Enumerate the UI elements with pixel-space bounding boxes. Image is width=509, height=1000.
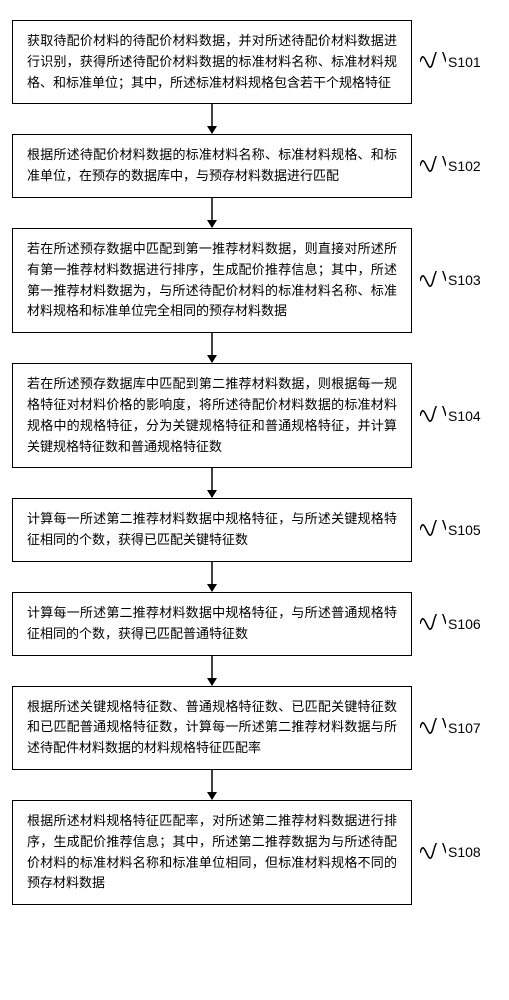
connector-squiggle (420, 156, 446, 176)
flow-node-s102: 根据所述待配价材料数据的标准材料名称、标准材料规格、和标准单位，在预存的数据库中… (12, 134, 412, 198)
flow-node-s101: 获取待配价材料的待配价材料数据，并对所述待配价材料数据进行识别，获得所述待配价材… (12, 20, 412, 104)
step-label: S106 (448, 613, 481, 635)
flow-node-s104: 若在所述预存数据库中匹配到第二推荐材料数据，则根据每一规格特征对材料价格的影响度… (12, 363, 412, 468)
step-label-col: S107 (420, 717, 497, 739)
step-label-col: S106 (420, 613, 497, 635)
connector-arrow (202, 770, 222, 800)
connector (12, 468, 412, 498)
flow-node-s107: 根据所述关键规格特征数、普通规格特征数、已匹配关键特征数和已匹配普通规格特征数，… (12, 686, 412, 770)
connector (12, 562, 412, 592)
connector (12, 656, 412, 686)
step-label: S107 (448, 717, 481, 739)
connector-squiggle (420, 271, 446, 291)
connector (12, 333, 412, 363)
flow-row: 根据所述材料规格特征匹配率，对所述第二推荐材料数据进行排序，生成配价推荐信息；其… (12, 800, 497, 905)
step-label: S103 (448, 269, 481, 291)
step-label: S102 (448, 155, 481, 177)
step-label-col: S102 (420, 155, 497, 177)
flow-node-s105: 计算每一所述第二推荐材料数据中规格特征，与所述关键规格特征相同的个数，获得已匹配… (12, 498, 412, 562)
connector-arrow (202, 468, 222, 498)
connector-squiggle (420, 614, 446, 634)
step-label-col: S108 (420, 841, 497, 863)
connector-squiggle (420, 52, 446, 72)
connector-squiggle (420, 406, 446, 426)
step-label-col: S103 (420, 269, 497, 291)
flow-row: 获取待配价材料的待配价材料数据，并对所述待配价材料数据进行识别，获得所述待配价材… (12, 20, 497, 104)
step-label: S104 (448, 405, 481, 427)
step-label-col: S104 (420, 405, 497, 427)
flow-row: 根据所述待配价材料数据的标准材料名称、标准材料规格、和标准单位，在预存的数据库中… (12, 134, 497, 198)
step-label: S101 (448, 51, 481, 73)
flow-node-s103: 若在所述预存数据中匹配到第一推荐材料数据，则直接对所述所有第一推荐材料数据进行排… (12, 228, 412, 333)
connector-arrow (202, 198, 222, 228)
connector-squiggle (420, 520, 446, 540)
flow-row: 若在所述预存数据库中匹配到第二推荐材料数据，则根据每一规格特征对材料价格的影响度… (12, 363, 497, 468)
connector-arrow (202, 656, 222, 686)
connector (12, 770, 412, 800)
flow-node-s108: 根据所述材料规格特征匹配率，对所述第二推荐材料数据进行排序，生成配价推荐信息；其… (12, 800, 412, 905)
connector (12, 198, 412, 228)
flow-row: 计算每一所述第二推荐材料数据中规格特征，与所述普通规格特征相同的个数，获得已匹配… (12, 592, 497, 656)
connector (12, 104, 412, 134)
step-label: S105 (448, 519, 481, 541)
step-label: S108 (448, 841, 481, 863)
connector-squiggle (420, 718, 446, 738)
connector-squiggle (420, 843, 446, 863)
connector-arrow (202, 104, 222, 134)
flow-node-s106: 计算每一所述第二推荐材料数据中规格特征，与所述普通规格特征相同的个数，获得已匹配… (12, 592, 412, 656)
flow-row: 若在所述预存数据中匹配到第一推荐材料数据，则直接对所述所有第一推荐材料数据进行排… (12, 228, 497, 333)
step-label-col: S101 (420, 51, 497, 73)
flowchart-root: 获取待配价材料的待配价材料数据，并对所述待配价材料数据进行识别，获得所述待配价材… (0, 0, 509, 925)
connector-arrow (202, 333, 222, 363)
flow-row: 根据所述关键规格特征数、普通规格特征数、已匹配关键特征数和已匹配普通规格特征数，… (12, 686, 497, 770)
flow-row: 计算每一所述第二推荐材料数据中规格特征，与所述关键规格特征相同的个数，获得已匹配… (12, 498, 497, 562)
step-label-col: S105 (420, 519, 497, 541)
connector-arrow (202, 562, 222, 592)
